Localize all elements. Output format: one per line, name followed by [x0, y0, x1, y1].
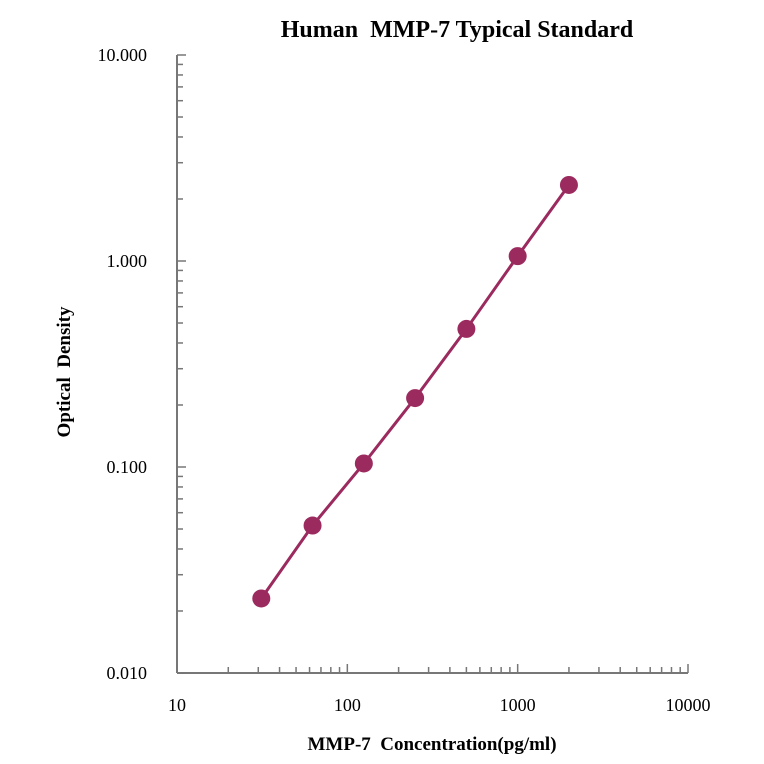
y-tick-label: 0.100 [107, 457, 148, 477]
data-point [354, 454, 373, 473]
tick-labels: 10 100 1000 10000 0.010 0.100 1.000 10.000 [98, 45, 711, 715]
data-point [406, 389, 425, 408]
y-tick-label: 10.000 [98, 45, 148, 65]
data-point [559, 175, 578, 194]
x-tick-label: 100 [334, 695, 361, 715]
data-point [252, 589, 271, 608]
data-point [508, 247, 527, 266]
data-point [457, 319, 476, 338]
x-axis-label: MMP-7 Concentration(pg/ml) [307, 734, 556, 755]
y-axis-label: Optical Density [54, 306, 75, 437]
axes [176, 54, 689, 674]
y-tick-label: 1.000 [107, 251, 148, 271]
chart-title: Human MMP-7 Typical Standard [281, 17, 634, 43]
data-series [252, 175, 578, 608]
x-tick-label: 10000 [666, 695, 711, 715]
x-tick-label: 10 [168, 695, 186, 715]
x-tick-label: 1000 [500, 695, 536, 715]
data-point [303, 516, 322, 535]
y-tick-label: 0.010 [107, 663, 148, 683]
